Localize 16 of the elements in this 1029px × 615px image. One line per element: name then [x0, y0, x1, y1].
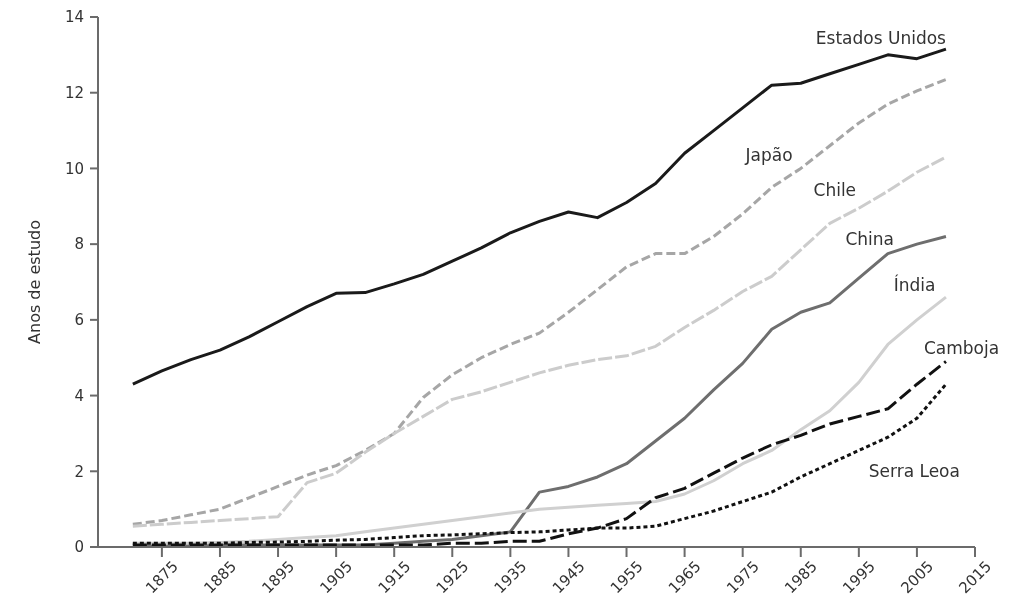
y-tick-label: 14 [64, 8, 84, 27]
series-label: Serra Leoa [868, 460, 960, 481]
series-label: Estados Unidos [815, 27, 947, 48]
series-label: Camboja [923, 337, 1000, 358]
y-tick-label: 0 [74, 538, 84, 557]
y-tick-label: 8 [74, 235, 84, 254]
y-tick-label: 6 [74, 311, 84, 330]
series-label: Índia [893, 274, 936, 296]
series-label: Japão [744, 144, 793, 165]
y-axis-title: Anos de estudo [25, 220, 44, 344]
series-label: Chile [813, 180, 857, 201]
y-tick-label: 2 [74, 462, 84, 481]
y-tick-label: 12 [64, 83, 84, 102]
y-tick-label: 10 [64, 159, 84, 178]
series-label: China [845, 228, 895, 249]
y-tick-label: 4 [74, 386, 84, 405]
